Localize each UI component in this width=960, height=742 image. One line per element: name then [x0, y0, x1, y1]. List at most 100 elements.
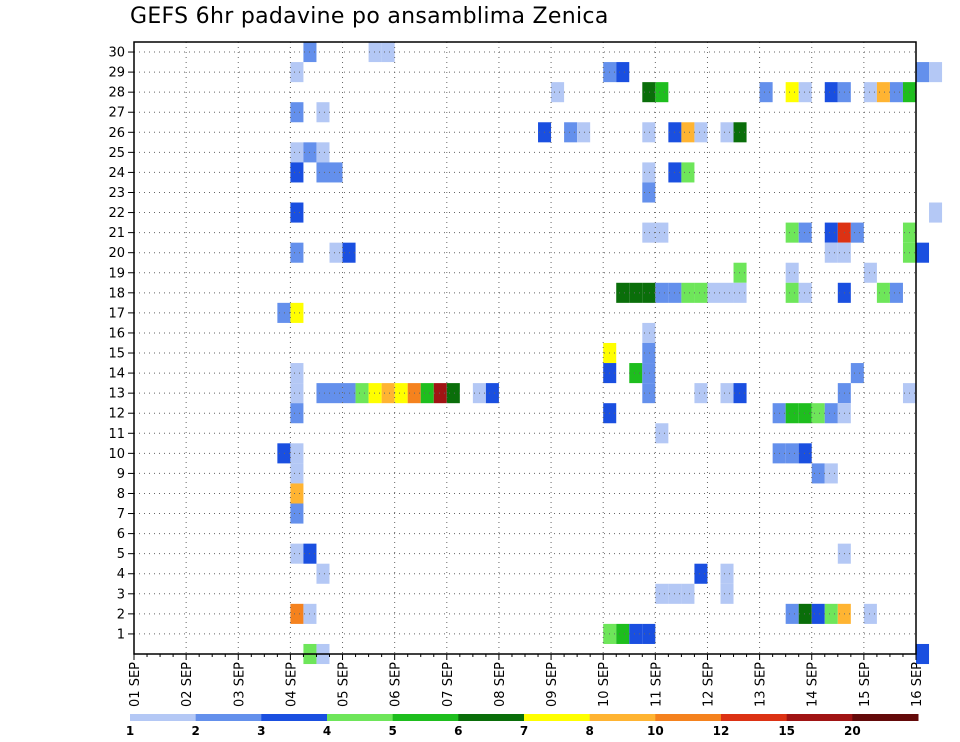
- plot-frame: [133, 41, 917, 655]
- precip-cell: [485, 383, 499, 404]
- colorbar-label: 10: [647, 724, 664, 738]
- y-tick-label: 17: [108, 306, 125, 321]
- x-tick-label: 10 SEP: [597, 662, 612, 707]
- precip-cell: [290, 202, 304, 223]
- precip-cell: [642, 82, 656, 103]
- precip-cell: [277, 302, 291, 323]
- precip-cell: [929, 202, 943, 223]
- y-tick-label: 7: [117, 507, 125, 522]
- precip-cell: [290, 543, 304, 564]
- x-tick-label: 08 SEP: [493, 662, 508, 707]
- precip-cell: [720, 122, 734, 143]
- precip-cell: [655, 583, 669, 604]
- precip-cell: [642, 282, 656, 303]
- y-tick-label: 2: [117, 607, 125, 622]
- precip-cell: [785, 282, 799, 303]
- precip-cell: [577, 122, 591, 143]
- precip-cell: [824, 242, 838, 263]
- precip-cell: [355, 383, 369, 404]
- y-tick-label: 21: [108, 226, 125, 241]
- x-tick-label: 09 SEP: [545, 662, 560, 707]
- precip-cell: [642, 623, 656, 644]
- precip-cell: [290, 363, 304, 384]
- y-tick-label: 20: [108, 246, 125, 261]
- y-tick-label: 28: [108, 86, 125, 101]
- precip-cell: [863, 603, 877, 624]
- precip-cell: [798, 222, 812, 243]
- y-tick-label: 15: [108, 347, 125, 362]
- precip-cell: [694, 122, 708, 143]
- precip-cell: [785, 82, 799, 103]
- precip-cell: [916, 62, 930, 83]
- precip-cell: [394, 383, 408, 404]
- precip-cell: [564, 122, 578, 143]
- y-tick-label: 23: [108, 186, 125, 201]
- precip-cell: [916, 242, 930, 263]
- precip-cell: [720, 383, 734, 404]
- precip-cell: [655, 423, 669, 444]
- precip-cell: [290, 443, 304, 464]
- precip-cell: [681, 162, 695, 183]
- precip-cell: [863, 82, 877, 103]
- colorbar-swatch: [721, 714, 788, 721]
- precip-cell: [720, 563, 734, 584]
- y-tick-label: 22: [108, 206, 125, 221]
- precip-cell: [720, 583, 734, 604]
- x-tick-label: 15 SEP: [858, 662, 873, 707]
- precip-cell: [642, 322, 656, 343]
- precip-cell: [446, 383, 460, 404]
- precip-cell: [720, 282, 734, 303]
- y-tick-label: 27: [108, 106, 125, 121]
- precip-cell: [681, 282, 695, 303]
- y-tick-label: 10: [108, 447, 125, 462]
- colorbar-label: 2: [191, 724, 199, 738]
- precip-cell: [642, 383, 656, 404]
- precip-cell: [381, 42, 395, 63]
- y-tick-label: 18: [108, 286, 125, 301]
- precip-cell: [733, 122, 747, 143]
- y-tick-label: 29: [108, 66, 125, 81]
- precip-cell: [759, 82, 773, 103]
- colorbar-swatch: [392, 714, 459, 721]
- x-tick-label: 12 SEP: [701, 662, 716, 707]
- precip-cell: [290, 403, 304, 424]
- precip-cell: [889, 282, 903, 303]
- x-tick-label: 07 SEP: [441, 662, 456, 707]
- precip-cell: [694, 563, 708, 584]
- precip-cell: [616, 62, 630, 83]
- precip-cell: [655, 82, 669, 103]
- colorbar-swatch: [195, 714, 262, 721]
- y-tick-label: 26: [108, 126, 125, 141]
- precip-cell: [707, 282, 721, 303]
- precip-cell: [798, 403, 812, 424]
- precip-cell: [381, 383, 395, 404]
- y-tick-label: 6: [117, 527, 125, 542]
- precip-cell: [329, 162, 343, 183]
- precip-cell: [824, 403, 838, 424]
- colorbar-swatch: [786, 714, 853, 721]
- precip-cell: [290, 242, 304, 263]
- precip-cell: [785, 403, 799, 424]
- colorbar-label: 6: [454, 724, 462, 738]
- precip-cell: [863, 262, 877, 283]
- chart-title: GEFS 6hr padavine po ansamblima Zenica: [130, 4, 609, 29]
- precip-cell: [290, 302, 304, 323]
- precip-cell: [642, 342, 656, 364]
- precip-cell: [798, 282, 812, 303]
- precip-cell: [916, 643, 930, 665]
- y-tick-label: 4: [117, 567, 125, 582]
- precip-cell: [889, 82, 903, 103]
- colorbar-swatch: [261, 714, 328, 721]
- colorbar-swatch: [655, 714, 722, 721]
- colorbar-label: 12: [713, 724, 730, 738]
- precip-cell: [733, 262, 747, 283]
- precip-cell: [433, 383, 447, 404]
- precip-cell: [368, 383, 382, 404]
- precip-cell: [850, 363, 864, 384]
- colorbar-swatch: [327, 714, 394, 721]
- precip-cell: [694, 282, 708, 303]
- y-tick-label: 30: [108, 46, 125, 61]
- precip-cell: [655, 222, 669, 243]
- precip-cell: [329, 383, 343, 404]
